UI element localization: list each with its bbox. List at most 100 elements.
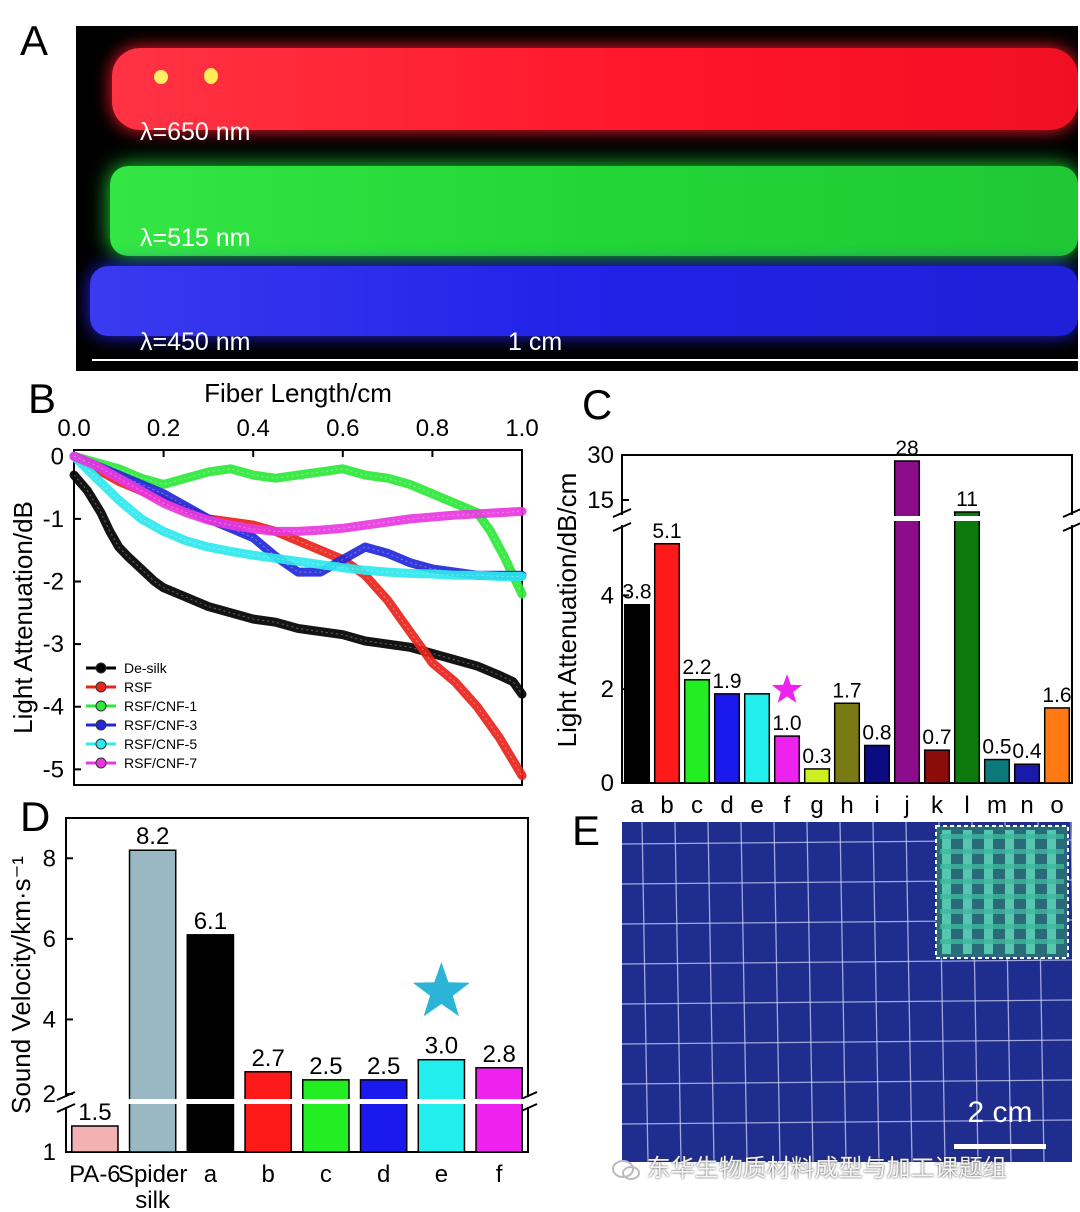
bar-value-label: 2.8	[482, 1041, 515, 1068]
y-tick-label: 30	[587, 442, 614, 469]
x-tick-label: d	[720, 792, 733, 819]
bar-e	[417, 1058, 466, 1153]
fabric-warp-line	[641, 822, 649, 1162]
bar-break	[892, 516, 922, 521]
y-tick-label: 2	[601, 676, 614, 703]
bar-value-label: 28	[895, 437, 918, 460]
axis-break-mark	[518, 1091, 538, 1101]
bar-value-label: 1.0	[772, 712, 801, 735]
bar-c	[683, 679, 711, 784]
scale-bar-label: 1 cm	[508, 328, 563, 356]
bar-b	[244, 1071, 292, 1153]
bar-value-label: 5.1	[652, 520, 681, 543]
fabric-weft-line	[622, 1119, 1072, 1125]
x-tick-label: a	[204, 1161, 218, 1188]
x-tick-label: e	[435, 1161, 448, 1188]
bar-value-label: 0.4	[1012, 740, 1042, 763]
bar-break	[474, 1099, 525, 1104]
fabric-warp-line	[905, 822, 913, 1162]
bar-break	[300, 1099, 351, 1104]
bar-value-label: 3.0	[425, 1033, 458, 1060]
series-line-rsf	[69, 451, 527, 781]
inset-yarn	[1005, 830, 1014, 954]
bar-value-label: 1.5	[78, 1099, 111, 1126]
bar-e	[743, 693, 771, 784]
y-tick-label: -5	[43, 756, 64, 783]
bar-value-label: 3.8	[622, 581, 651, 604]
inset-yarn	[984, 830, 993, 954]
inset-yarn	[1047, 830, 1056, 954]
x-tick-label: h	[840, 792, 853, 819]
axis-break-gap	[612, 515, 632, 525]
fiber-green	[110, 166, 1078, 256]
inset-yarn	[940, 939, 1064, 944]
bar-f	[475, 1067, 523, 1153]
x-tick-label: o	[1050, 792, 1063, 819]
legend-marker	[95, 662, 107, 674]
bar-k	[923, 749, 951, 784]
fiber-red-spot	[154, 70, 168, 84]
axis-break-mark	[1062, 508, 1080, 518]
series-line-de-silk	[69, 470, 527, 699]
x-tick-label: e	[750, 792, 763, 819]
axis-break-mark	[518, 1103, 538, 1113]
bar-break	[243, 1099, 294, 1104]
bar-a	[623, 603, 651, 784]
legend-marker	[95, 738, 107, 750]
bar-value-label: 0.7	[922, 726, 951, 749]
bar-a	[186, 934, 235, 1153]
x-tick-label: 0.6	[326, 415, 359, 442]
x-tick-label: i	[874, 792, 879, 819]
y-axis-label: Light Attenuation/dB/cm	[552, 473, 582, 748]
fiber-blue	[90, 266, 1078, 336]
axis-break-gap	[1062, 515, 1080, 525]
legend-marker	[95, 719, 107, 731]
inset-yarn	[940, 924, 1064, 929]
y-tick-label: 8	[43, 845, 56, 872]
fiber-red-spot	[204, 68, 218, 84]
wechat-icon	[612, 1159, 640, 1180]
y-tick-label: 0	[601, 770, 614, 797]
y-tick-label: 2	[43, 1081, 56, 1108]
x-tick-label: l	[964, 792, 969, 819]
x-tick-label: g	[810, 792, 823, 819]
series-texture	[73, 455, 523, 595]
fabric-warp-line	[806, 822, 814, 1162]
inset-yarn	[942, 830, 951, 954]
bar-break	[358, 1099, 409, 1104]
fabric-warp-line	[674, 822, 682, 1162]
bar-value-label: 1.9	[712, 670, 741, 693]
legend-marker	[95, 757, 107, 769]
bar-g	[803, 768, 831, 784]
legend-marker	[95, 700, 107, 712]
bar-b	[653, 543, 681, 784]
series-texture	[73, 455, 523, 776]
fabric-inset	[935, 825, 1069, 959]
star-icon	[412, 962, 470, 1017]
x-tick-label: a	[630, 792, 644, 819]
bar-d	[713, 693, 741, 784]
x-tick-label: 0.0	[57, 415, 90, 442]
watermark: 东华生物质材料成型与加工课题组	[612, 1148, 1007, 1183]
series-line-rsf-cnf-1	[69, 451, 527, 599]
fabric-weft-line	[622, 959, 1072, 965]
legend-label: RSF/CNF-1	[124, 698, 197, 714]
x-tick-label: f	[496, 1161, 503, 1188]
legend-label: De-silk	[124, 660, 168, 676]
bar-value-label: 6.1	[194, 908, 227, 935]
x-tick-label: PA-6	[69, 1161, 121, 1188]
inset-yarn	[940, 834, 1064, 839]
fabric-weft-line	[622, 999, 1072, 1005]
bar-break	[416, 1099, 467, 1104]
x-tick-label: f	[784, 792, 791, 819]
x-tick-label: 0.8	[416, 415, 449, 442]
plot-frame	[621, 454, 1073, 784]
bar-spider-silk	[128, 849, 177, 1153]
bar-j	[893, 460, 921, 784]
series-line-rsf-cnf-5	[69, 451, 527, 581]
series-texture	[73, 455, 523, 532]
fabric-warp-line	[707, 822, 715, 1162]
bar-value-label: 2.5	[309, 1053, 342, 1080]
legend-label: RSF/CNF-3	[124, 717, 197, 733]
x-tick-label: c	[320, 1161, 332, 1188]
